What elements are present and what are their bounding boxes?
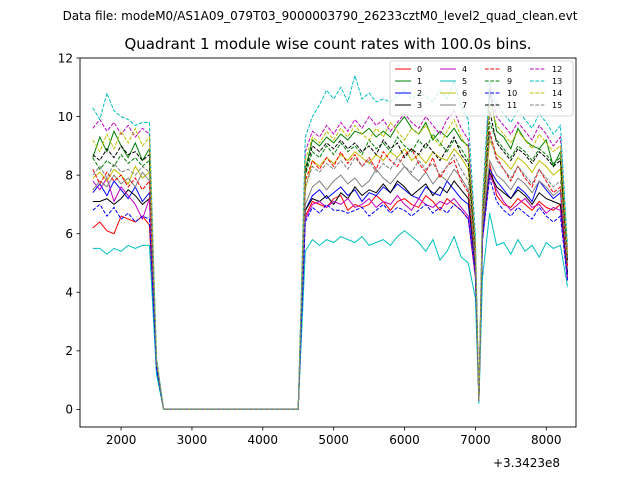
series-line-9 <box>92 122 568 410</box>
legend-label-10: 10 <box>507 89 517 98</box>
series-line-8 <box>92 131 568 410</box>
legend-box <box>389 60 574 117</box>
plot-area: 2000 3000 4000 5000 6000 7000 8000024681012012… <box>58 51 577 447</box>
y-tick-label-10: 10 <box>58 110 73 124</box>
x-tick-label-4000: 4000 <box>248 433 279 447</box>
axes-frame <box>79 57 577 428</box>
series-line-5 <box>92 213 568 410</box>
legend-label-11: 11 <box>507 101 517 110</box>
series-line-11 <box>92 110 568 410</box>
series-line-10 <box>92 177 568 410</box>
x-tick-label-3000: 3000 <box>177 433 208 447</box>
legend-label-3: 3 <box>417 101 422 110</box>
y-tick-label-2: 2 <box>65 344 73 358</box>
legend-label-0: 0 <box>417 65 422 74</box>
y-tick-label-8: 8 <box>65 168 73 182</box>
legend-label-8: 8 <box>507 65 512 74</box>
chart-title: Quadrant 1 module wise count rates with … <box>124 35 531 53</box>
x-tick-label-8000: 8000 <box>531 433 562 447</box>
y-tick-label-4: 4 <box>65 286 73 300</box>
legend-label-5: 5 <box>462 77 467 86</box>
legend-label-2: 2 <box>417 89 422 98</box>
legend-label-13: 13 <box>552 77 562 86</box>
x-offset-label: +3.3423e8 <box>493 456 560 470</box>
x-tick-label-7000: 7000 <box>460 433 491 447</box>
y-tick-label-0: 0 <box>65 403 73 417</box>
series-line-2 <box>92 167 568 410</box>
y-tick-label-6: 6 <box>65 227 73 241</box>
series-lines <box>92 73 568 410</box>
series-line-7 <box>92 158 568 410</box>
series-line-3 <box>92 170 568 410</box>
series-line-15 <box>92 133 568 410</box>
x-tick-label-2000: 2000 <box>106 433 137 447</box>
legend-label-7: 7 <box>462 101 467 110</box>
legend-label-15: 15 <box>552 101 562 110</box>
y-tick-label-12: 12 <box>58 51 73 65</box>
legend-label-14: 14 <box>552 89 562 98</box>
legend-label-9: 9 <box>507 77 512 86</box>
x-tick-label-6000: 6000 <box>389 433 420 447</box>
legend-label-1: 1 <box>417 77 422 86</box>
chart-suptitle: Data file: modeM0/AS1A09_079T03_90000037… <box>63 9 578 23</box>
legend-label-4: 4 <box>462 65 467 74</box>
series-line-4 <box>92 173 568 410</box>
legend-label-6: 6 <box>462 89 467 98</box>
legend-label-12: 12 <box>552 65 562 74</box>
x-tick-label-5000: 5000 <box>318 433 349 447</box>
